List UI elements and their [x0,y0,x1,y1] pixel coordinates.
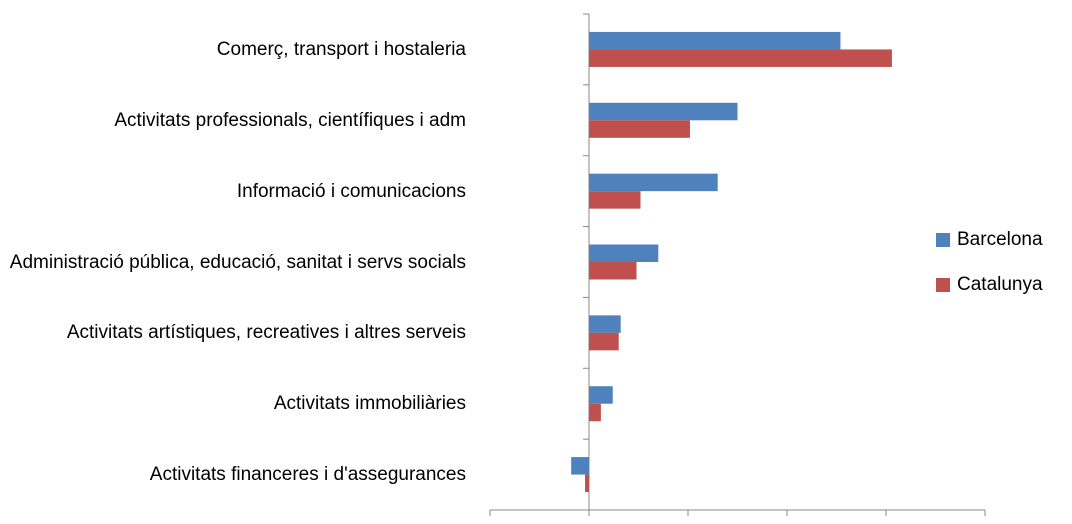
bar [589,31,841,50]
y-tick-label: Activitats immobiliàries [273,393,466,415]
y-tick-label-box: Comerç, transport i hostaleria [0,14,466,84]
y-tick-label: Comerç, transport i hostaleria [216,38,466,60]
legend-swatch [936,278,950,292]
bar [589,403,601,422]
bar [589,191,641,209]
bar [589,173,718,192]
bar [589,262,637,280]
y-tick-label: Activitats professionals, científiques i… [114,109,466,131]
y-tick-label: Administració pública, educació, sanitat… [9,251,466,273]
y-tick-label-box: Activitats financeres i d'assegurances [0,440,466,510]
bar [589,386,613,404]
legend-swatch [936,233,950,247]
bar [589,315,621,333]
y-tick-label-box: Activitats artístiques, recreatives i al… [0,298,466,368]
y-tick-label-box: Informació i comunicacions [0,156,466,226]
y-tick-label: Activitats financeres i d'assegurances [149,464,466,486]
legend-label: Barcelona [957,229,1043,250]
bar [589,120,690,138]
bar [571,457,589,475]
legend-label: Catalunya [957,274,1043,295]
y-tick-label-box: Activitats immobiliàries [0,369,466,439]
y-tick-label: Informació i comunicacions [236,180,466,202]
bar [589,332,619,351]
y-tick-label-box: Administració pública, educació, sanitat… [0,227,466,297]
y-tick-label-box: Activitats professionals, científiques i… [0,85,466,155]
bar [589,49,892,67]
y-tick-label: Activitats artístiques, recreatives i al… [66,322,466,344]
bar [589,244,659,262]
bar [585,474,589,493]
bar [589,102,738,121]
